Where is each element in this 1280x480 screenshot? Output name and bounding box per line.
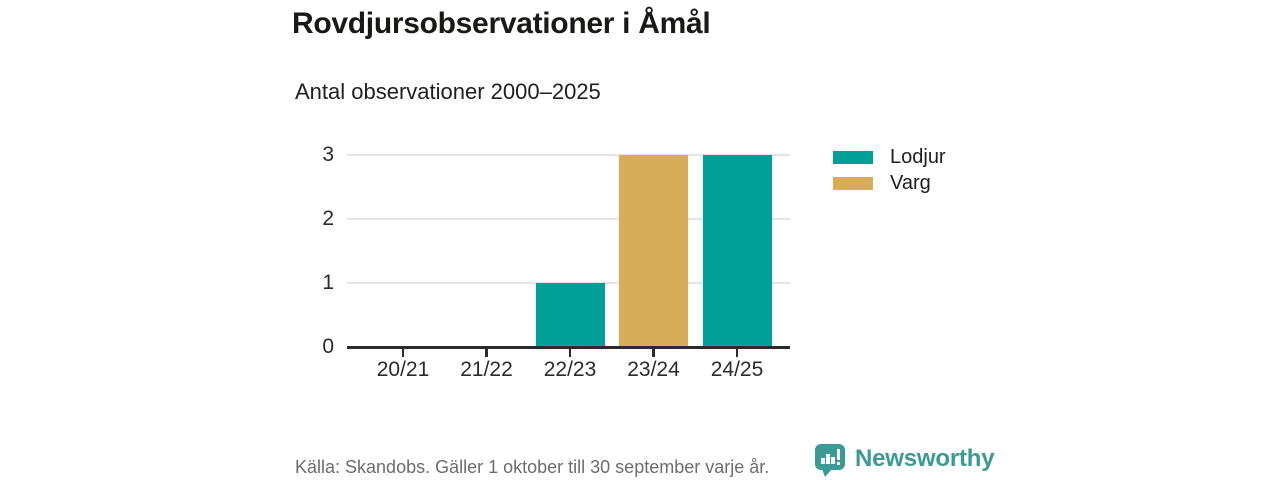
x-tick-22-23 <box>568 349 572 357</box>
bar-lodjur-24-25 <box>702 155 772 347</box>
newsworthy-logo-icon <box>815 444 845 477</box>
legend-swatch-lodjur <box>833 151 873 164</box>
y-tick-label-2: 2 <box>322 207 334 230</box>
gridline-y2 <box>347 218 790 220</box>
speech-bubble-tail <box>822 469 832 477</box>
bar-varg-23-24 <box>619 155 688 347</box>
x-tick-20-21 <box>401 349 405 357</box>
source-note: Källa: Skandobs. Gäller 1 oktober till 3… <box>295 457 770 477</box>
logo-exclamation-stem <box>836 449 840 460</box>
logo-bar-1 <box>821 458 825 464</box>
x-axis-line <box>347 346 790 349</box>
legend-item-varg: Varg <box>833 172 946 195</box>
chart-subtitle: Antal observationer 2000–2025 <box>295 79 601 104</box>
x-tick-label-22-23: 22/23 <box>543 358 597 381</box>
legend-swatch-varg <box>833 177 873 190</box>
gridline-y3 <box>347 154 790 156</box>
brand-wordmark: Newsworthy <box>855 445 995 472</box>
x-tick-21-22 <box>485 349 488 357</box>
legend-label-varg: Varg <box>890 172 931 194</box>
x-tick-label-20-21: 20/21 <box>376 358 430 381</box>
x-tick-23-24 <box>652 349 655 357</box>
newsworthy-brand: Newsworthy <box>815 444 995 477</box>
x-tick-label-21-22: 21/22 <box>460 358 513 381</box>
x-tick-label-23-24: 23/24 <box>627 358 680 381</box>
logo-bar-3 <box>831 457 835 464</box>
y-tick-label-1: 1 <box>322 271 334 294</box>
x-tick-label-24-25: 24/25 <box>710 358 764 381</box>
chart-title: Rovdjursobservationer i Åmål <box>292 7 711 40</box>
chart-legend: Lodjur Varg <box>833 146 946 195</box>
logo-exclamation-dot <box>836 462 840 465</box>
y-tick-label-0: 0 <box>322 335 334 358</box>
bar-lodjur-22-23 <box>535 283 605 347</box>
legend-item-lodjur: Lodjur <box>833 146 946 169</box>
logo-bar-2 <box>826 454 830 464</box>
x-tick-24-25 <box>735 349 739 357</box>
legend-label-lodjur: Lodjur <box>890 146 946 168</box>
y-tick-label-3: 3 <box>322 143 334 166</box>
